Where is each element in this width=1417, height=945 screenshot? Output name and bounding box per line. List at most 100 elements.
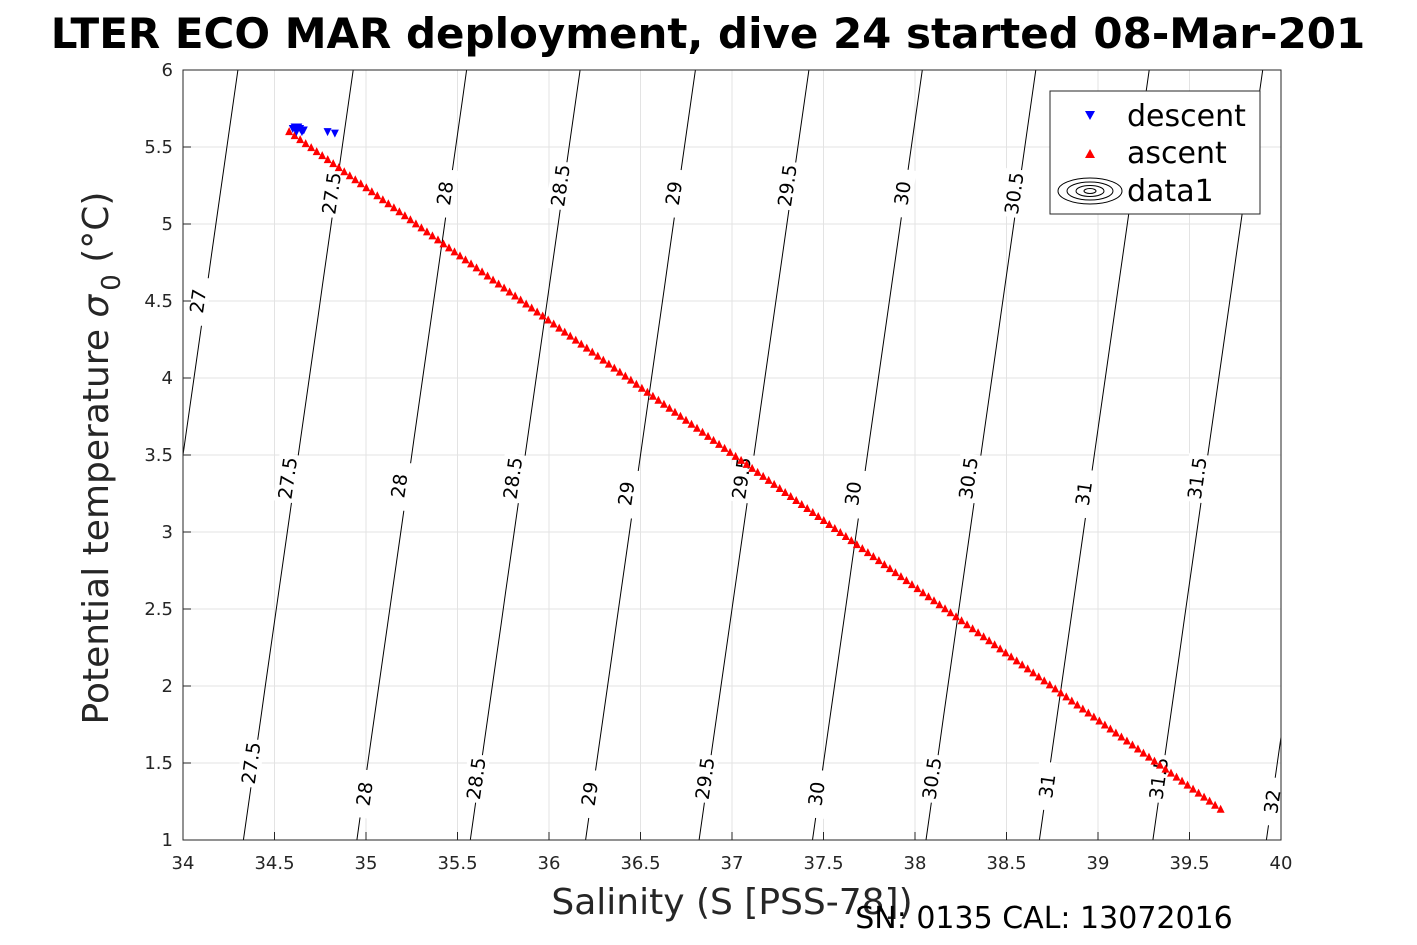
ascent-point: [841, 532, 850, 541]
ascent-point: [1150, 756, 1159, 765]
contour-label-group: 30: [887, 167, 917, 219]
contour-label-bg: [236, 737, 265, 789]
contour-label-group: 27.5: [236, 737, 266, 789]
contour-label-bg: [999, 167, 1029, 219]
ascent-point: [693, 423, 702, 432]
ascent-point: [775, 483, 784, 492]
ascent-point: [340, 167, 349, 176]
ascent-point: [1216, 804, 1225, 813]
ascent-point: [1117, 732, 1126, 741]
ascent-point: [351, 175, 360, 184]
ascent-point: [880, 560, 889, 569]
ascent-point: [1194, 788, 1203, 797]
legend-descent-label: descent: [1127, 99, 1246, 134]
y-tick-label: 3: [162, 522, 173, 543]
contour-label-bg: [1069, 468, 1098, 519]
ascent-point: [1155, 760, 1164, 769]
ascent-point: [478, 267, 487, 276]
ascent-point: [935, 600, 944, 609]
ascent-point: [296, 135, 305, 144]
ascent-point: [748, 463, 757, 472]
ascent-point: [456, 251, 465, 260]
contour-label-group: 29.5: [772, 160, 802, 211]
ascent-point: [637, 383, 646, 392]
x-tick-label: 34.5: [254, 853, 294, 874]
ascent-point: [1161, 764, 1170, 773]
ascent-point: [885, 564, 894, 573]
ascent-point: [1078, 704, 1087, 713]
ascent-point: [1029, 668, 1038, 677]
ascent-point: [974, 628, 983, 637]
ascent-point: [1167, 768, 1176, 777]
ascent-point: [549, 319, 558, 328]
ascent-point: [1095, 716, 1104, 725]
ascent-point: [285, 127, 294, 136]
contour-label-bg: [384, 460, 414, 512]
ascent-point: [472, 263, 481, 272]
ascent-point: [516, 295, 525, 304]
ascent-point: [852, 540, 861, 549]
ascent-point: [1183, 780, 1192, 789]
contour-label-group: 28: [349, 768, 379, 820]
contour-label-bg: [273, 452, 302, 504]
y-axis-label-symbol: σ: [76, 294, 117, 318]
ascent-point: [367, 187, 376, 196]
ascent-point: [1001, 648, 1010, 657]
ascent-point: [764, 475, 773, 484]
ascent-point: [648, 391, 657, 400]
contour-label-bg: [917, 753, 946, 804]
ascent-point: [918, 588, 927, 597]
x-tick-label: 34: [172, 853, 195, 874]
contour-line: [183, 70, 239, 459]
ascent-point: [946, 608, 955, 617]
y-axis-label-unit: (°C): [76, 192, 117, 275]
ascent-point: [444, 243, 453, 252]
ascent-point: [891, 568, 900, 577]
ascent-point: [1089, 712, 1098, 721]
x-tick-label: 38.5: [986, 853, 1026, 874]
ascent-point: [941, 604, 950, 613]
ascent-point: [836, 528, 845, 537]
descent-point: [292, 128, 301, 137]
y-tick-label: 3.5: [144, 445, 173, 466]
ascent-point: [1034, 672, 1043, 681]
ascent-point: [825, 520, 834, 529]
ascent-point: [329, 159, 338, 168]
contour-label-bg: [838, 468, 868, 519]
contour-label: 30: [891, 180, 916, 207]
ascent-point: [1178, 776, 1187, 785]
contour-label: 29: [614, 480, 639, 507]
ascent-point: [819, 516, 828, 525]
contour-label-group: 31: [1069, 468, 1098, 519]
ascent-point: [1211, 800, 1220, 809]
y-axis-label-text: Potential temperature: [76, 318, 117, 725]
contour-label: 28: [387, 472, 412, 499]
legend-ascent-marker: [1085, 149, 1095, 158]
ascent-point: [555, 323, 564, 332]
descent-point: [299, 126, 308, 135]
ascent-point: [698, 427, 707, 436]
x-tick-label: 35: [355, 853, 378, 874]
ascent-point: [334, 163, 343, 172]
ascent-point: [874, 556, 883, 565]
ascent-point: [896, 572, 905, 581]
ascent-point: [676, 411, 685, 420]
y-tick-label: 4: [162, 368, 173, 389]
ascent-point: [593, 351, 602, 360]
ascent-point: [1205, 796, 1214, 805]
ascent-point: [687, 419, 696, 428]
ascent-point: [808, 507, 817, 516]
y-axis-label-subscript: 0: [97, 274, 127, 291]
ascent-point: [384, 199, 393, 208]
ascent-point: [670, 407, 679, 416]
contour-labels: 2727.527.527.528282828.528.528.529292929…: [183, 160, 1287, 827]
ascent-point: [737, 455, 746, 464]
ascent-point: [759, 471, 768, 480]
ascent-point: [814, 512, 823, 521]
ascent-point: [323, 155, 332, 164]
contour-label: 30: [805, 780, 830, 807]
ascent-point: [681, 415, 690, 424]
ascent-point: [307, 143, 316, 152]
ascent-point: [742, 459, 751, 468]
